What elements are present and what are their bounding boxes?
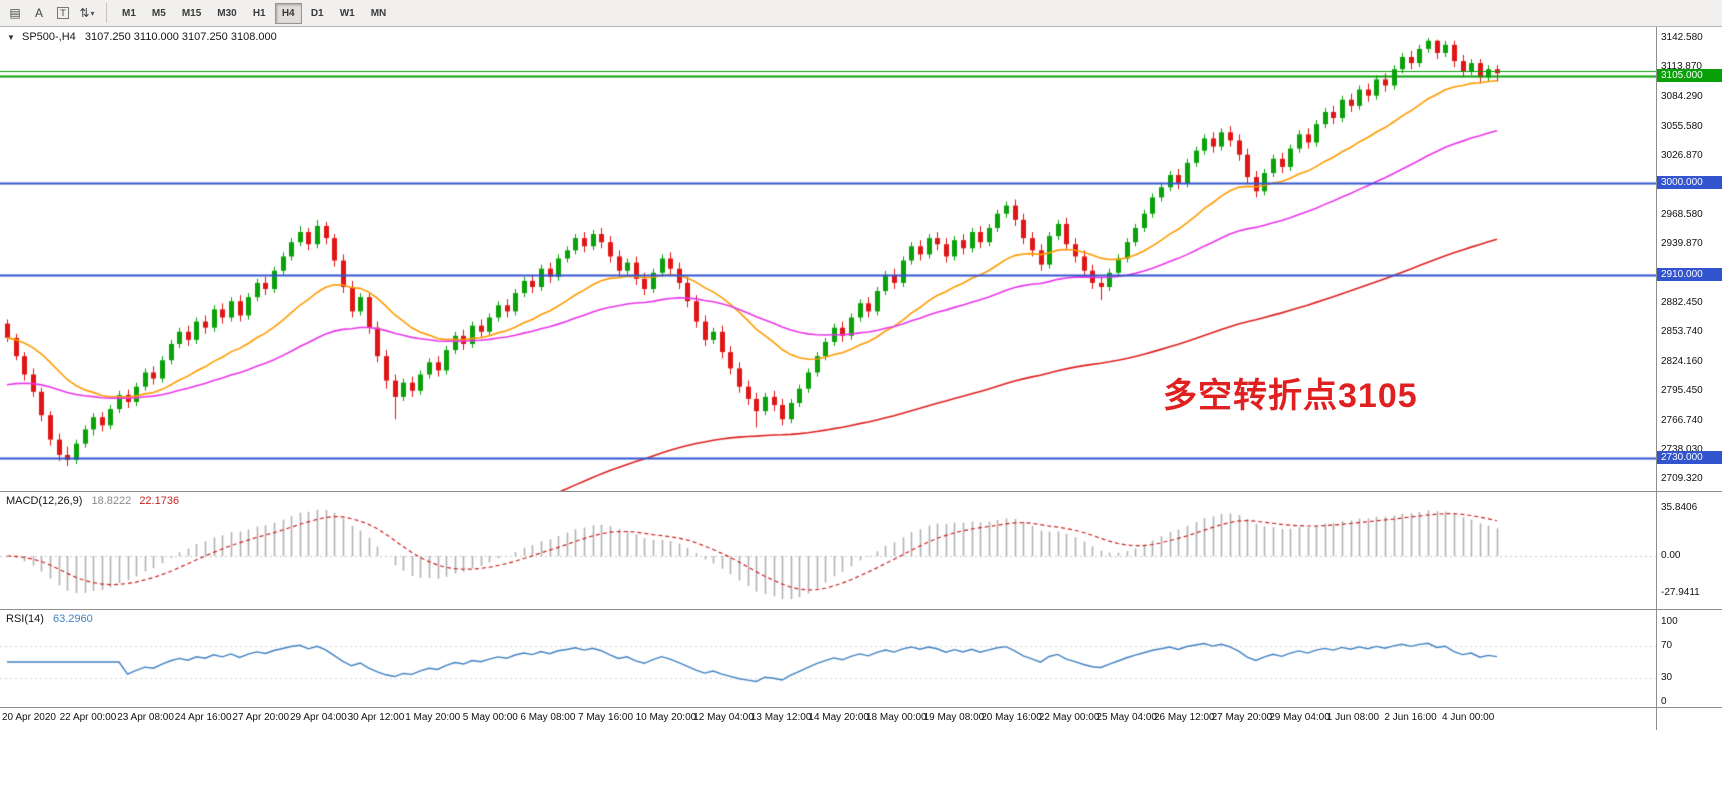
price-axis-label: 2824.160 bbox=[1661, 356, 1703, 368]
insert-text-tool-icon: A bbox=[34, 6, 43, 20]
rsi-label: RSI(14) bbox=[6, 613, 44, 625]
price-axis-label: 2709.320 bbox=[1661, 472, 1703, 484]
main-price-chart[interactable] bbox=[0, 27, 1656, 491]
timeframe-m15-button[interactable]: M15 bbox=[175, 3, 208, 24]
macd-axis-label: 0.00 bbox=[1661, 550, 1681, 561]
price-axis[interactable]: 3142.580 3113.870 3084.290 3055.580 3026.870… bbox=[1657, 0, 1722, 794]
timeframe-m1-button[interactable]: M1 bbox=[115, 3, 143, 24]
time-axis-label: 22 Apr 00:00 bbox=[59, 712, 117, 723]
time-axis-label: 23 Apr 08:00 bbox=[117, 712, 174, 723]
price-axis-label: 3084.290 bbox=[1661, 91, 1703, 103]
time-axis-label: 4 Jun 00:00 bbox=[1442, 712, 1495, 723]
price-axis-label: 3113.870 bbox=[1661, 61, 1702, 73]
collapse-toggle-icon[interactable]: ▼ bbox=[7, 33, 15, 42]
time-axis-label: 18 May 00:00 bbox=[866, 712, 927, 723]
rsi-axis-label: 100 bbox=[1661, 616, 1678, 627]
macd-axis-label: 35.8406 bbox=[1661, 501, 1698, 513]
chart-symbol-period: SP500-,H4 bbox=[21, 31, 76, 43]
rsi-header: RSI(14) 63.2960 bbox=[6, 613, 93, 625]
rsi-axis-label: 0 bbox=[1661, 696, 1667, 707]
time-axis-label: 27 May 20:00 bbox=[1211, 712, 1273, 723]
panel-separator bbox=[0, 609, 1722, 610]
timeframe-mn-button[interactable]: MN bbox=[364, 3, 394, 24]
macd-axis-label: -27.9411 bbox=[1661, 587, 1700, 599]
cursor-style-tool-button[interactable]: ⇅ ▾ bbox=[75, 2, 99, 24]
tool-group: ▤ A T ⇅ ▾ bbox=[3, 2, 99, 24]
toolbar-separator bbox=[106, 3, 107, 23]
insert-label-tool-icon: T bbox=[57, 7, 69, 19]
price-axis-label: 2853.740 bbox=[1661, 326, 1703, 338]
chart-mode-tool-button[interactable]: ▤ bbox=[3, 2, 27, 24]
time-axis-label: 24 Apr 16:00 bbox=[174, 712, 232, 723]
time-axis-label: 1 Jun 08:00 bbox=[1326, 712, 1380, 723]
dropdown-caret-icon: ▾ bbox=[90, 8, 95, 18]
time-axis-label: 13 May 12:00 bbox=[750, 712, 812, 723]
time-axis-label: 25 May 04:00 bbox=[1096, 712, 1157, 723]
rsi-value: 63.2960 bbox=[52, 613, 93, 625]
axis-separator bbox=[1656, 27, 1657, 730]
price-level-badge: 3000.000 bbox=[1657, 176, 1722, 190]
time-axis-label: 10 May 20:00 bbox=[635, 712, 697, 723]
macd-signal-value: 22.1736 bbox=[139, 495, 180, 507]
timeframe-m5-button[interactable]: M5 bbox=[145, 3, 173, 24]
price-axis-label: 2968.580 bbox=[1661, 209, 1703, 221]
price-axis-label: 3142.580 bbox=[1661, 32, 1703, 44]
time-axis-label: 29 May 04:00 bbox=[1269, 712, 1330, 723]
insert-text-tool-button[interactable]: A bbox=[27, 2, 51, 24]
time-axis[interactable]: 20 Apr 2020 22 Apr 00:00 23 Apr 08:00 24 Ap… bbox=[0, 708, 1656, 730]
price-axis-label: 3055.580 bbox=[1661, 120, 1703, 132]
price-level-badge: 2910.000 bbox=[1657, 267, 1722, 281]
timeframe-m30-button[interactable]: M30 bbox=[210, 3, 243, 24]
macd-header: MACD(12,26,9) 18.8222 22.1736 bbox=[6, 495, 179, 507]
chart-header: ▼ SP500-,H4 3107.250 3110.000 3107.250 3… bbox=[7, 31, 277, 43]
time-axis-label: 26 May 12:00 bbox=[1154, 712, 1215, 723]
price-axis-label: 2766.740 bbox=[1661, 414, 1703, 426]
toolbar: ▤ A T ⇅ ▾ M1 M5 M15 M30 H1 H4 D1 W1 MN bbox=[0, 0, 1722, 27]
price-axis-label: 2795.450 bbox=[1661, 385, 1703, 397]
chart-mode-tool-icon: ▤ bbox=[9, 6, 21, 20]
time-axis-label: 6 May 08:00 bbox=[520, 712, 576, 723]
timeframe-w1-button[interactable]: W1 bbox=[333, 3, 362, 24]
time-axis-label: 20 Apr 2020 bbox=[2, 712, 56, 723]
rsi-indicator-chart[interactable] bbox=[0, 610, 1656, 707]
timeframe-h4-button[interactable]: H4 bbox=[274, 2, 302, 24]
price-level-badge: 3105.000 bbox=[1657, 69, 1722, 83]
price-axis-label: 2882.450 bbox=[1661, 296, 1703, 308]
time-axis-label: 29 Apr 04:00 bbox=[290, 712, 347, 723]
time-axis-label: 12 May 04:00 bbox=[693, 712, 754, 723]
time-axis-label: 20 May 16:00 bbox=[981, 712, 1042, 723]
time-axis-label: 30 Apr 12:00 bbox=[347, 712, 405, 723]
chart-ohlc-values: 3107.250 3110.000 3107.250 3108.000 bbox=[84, 31, 277, 43]
rsi-axis-label: 70 bbox=[1661, 640, 1673, 651]
time-axis-label: 5 May 00:00 bbox=[462, 712, 518, 723]
rsi-axis-label: 30 bbox=[1661, 672, 1673, 683]
macd-label: MACD(12,26,9) bbox=[6, 495, 83, 507]
time-axis-label: 19 May 08:00 bbox=[923, 712, 985, 723]
insert-label-tool-button[interactable]: T bbox=[51, 2, 75, 24]
price-level-badge: 2730.000 bbox=[1657, 450, 1722, 464]
timeframe-group: M1 M5 M15 M30 H1 H4 D1 W1 MN bbox=[114, 2, 394, 24]
price-axis-label: 2738.030 bbox=[1661, 443, 1703, 455]
timeframe-d1-button[interactable]: D1 bbox=[304, 3, 331, 24]
timeframe-h1-button[interactable]: H1 bbox=[246, 3, 273, 24]
panel-separator bbox=[0, 491, 1722, 492]
time-axis-label: 22 May 00:00 bbox=[1038, 712, 1100, 723]
cursor-style-tool-icon: ⇅ bbox=[79, 6, 90, 20]
time-axis-label: 7 May 16:00 bbox=[578, 712, 634, 723]
chart-annotation-text: 多空转折点3105 bbox=[1163, 377, 1418, 415]
time-axis-label: 27 Apr 20:00 bbox=[232, 712, 290, 723]
time-axis-label: 14 May 20:00 bbox=[808, 712, 869, 723]
time-axis-label: 2 Jun 16:00 bbox=[1384, 712, 1437, 723]
time-axis-label: 1 May 20:00 bbox=[405, 712, 461, 723]
panel-separator bbox=[0, 707, 1722, 708]
macd-main-value: 18.8222 bbox=[91, 495, 132, 507]
macd-indicator-chart[interactable] bbox=[0, 492, 1656, 609]
price-axis-label: 2939.870 bbox=[1661, 238, 1703, 250]
price-axis-label: 3026.870 bbox=[1661, 149, 1703, 161]
